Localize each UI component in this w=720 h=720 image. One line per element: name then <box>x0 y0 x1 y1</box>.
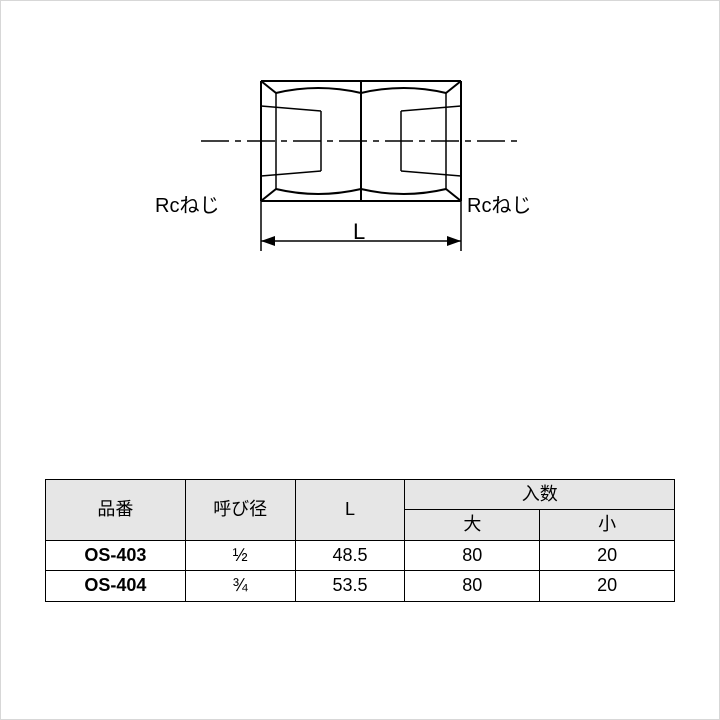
table-row: OS-404 ¾ 53.5 80 20 <box>46 571 675 601</box>
label-rc-left: Rcねじ <box>155 189 219 218</box>
part-diagram: Rcねじ Rcねじ L <box>161 61 561 291</box>
page: Rcねじ Rcねじ L 品番 呼び径 L 入数 大 小 <box>0 0 720 720</box>
cell-qty-big: 80 <box>405 540 540 570</box>
cell-qty-sm: 20 <box>540 571 675 601</box>
cell-qty-sm: 20 <box>540 540 675 570</box>
cell-diameter: ¾ <box>185 571 295 601</box>
label-rc-right: Rcねじ <box>467 189 531 218</box>
th-qty: 入数 <box>405 480 675 510</box>
spec-table: 品番 呼び径 L 入数 大 小 OS-403 ½ 48.5 80 20 <box>45 479 675 602</box>
cell-qty-big: 80 <box>405 571 540 601</box>
th-part-no: 品番 <box>46 480 186 541</box>
cell-part-no: OS-404 <box>46 571 186 601</box>
spec-table-wrap: 品番 呼び径 L 入数 大 小 OS-403 ½ 48.5 80 20 <box>45 479 675 602</box>
cell-diameter: ½ <box>185 540 295 570</box>
table-row: OS-403 ½ 48.5 80 20 <box>46 540 675 570</box>
th-L: L <box>295 480 405 541</box>
cell-L: 53.5 <box>295 571 405 601</box>
table-header-row-1: 品番 呼び径 L 入数 <box>46 480 675 510</box>
label-dim-L: L <box>353 219 365 245</box>
diagram-svg <box>161 61 561 291</box>
cell-part-no: OS-403 <box>46 540 186 570</box>
th-qty-small: 小 <box>540 510 675 540</box>
cell-L: 48.5 <box>295 540 405 570</box>
th-qty-big: 大 <box>405 510 540 540</box>
th-diameter: 呼び径 <box>185 480 295 541</box>
